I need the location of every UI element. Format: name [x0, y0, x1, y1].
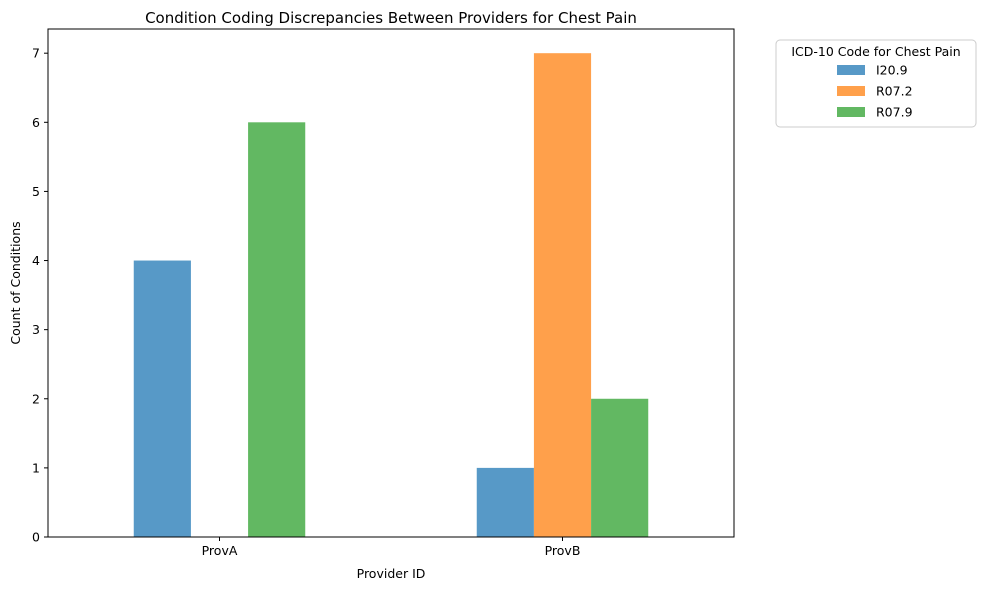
- y-tick-label: 0: [32, 530, 40, 545]
- x-tick-label: ProvB: [545, 543, 581, 558]
- y-tick-label: 2: [32, 391, 40, 406]
- chart-title: Condition Coding Discrepancies Between P…: [145, 9, 637, 27]
- legend-swatch: [837, 107, 865, 117]
- y-tick-label: 1: [32, 460, 40, 475]
- y-axis-label: Count of Conditions: [8, 221, 23, 344]
- x-axis: ProvA ProvB: [202, 537, 581, 558]
- y-tick-label: 6: [32, 115, 40, 130]
- legend-swatch: [837, 86, 865, 96]
- legend-label: R07.2: [876, 84, 913, 99]
- legend-title: ICD-10 Code for Chest Pain: [791, 44, 960, 59]
- legend-items: I20.9 R07.2 R07.9: [837, 63, 913, 120]
- bar-i20-9-provb: [476, 467, 534, 537]
- plot-frame: [47, 28, 735, 538]
- legend-swatch: [837, 65, 865, 75]
- x-tick-label: ProvA: [202, 543, 238, 558]
- y-tick-label: 5: [32, 184, 40, 199]
- y-tick-label: 7: [32, 46, 40, 61]
- legend-label: R07.9: [876, 105, 913, 120]
- bars-layer: [133, 53, 649, 537]
- bar-r07-2-provb: [533, 53, 592, 537]
- y-axis: 0 1 2 3 4 5 6 7: [32, 46, 48, 545]
- x-axis-label: Provider ID: [357, 566, 426, 581]
- legend-label: I20.9: [876, 63, 908, 78]
- bar-i20-9-prova: [133, 260, 191, 537]
- y-tick-label: 4: [32, 253, 40, 268]
- legend: ICD-10 Code for Chest Pain I20.9 R07.2 R07…: [775, 39, 977, 128]
- legend-frame: [775, 39, 977, 128]
- y-tick-label: 3: [32, 322, 40, 337]
- bar-r07-9-provb: [591, 398, 649, 537]
- bar-r07-9-prova: [248, 122, 306, 537]
